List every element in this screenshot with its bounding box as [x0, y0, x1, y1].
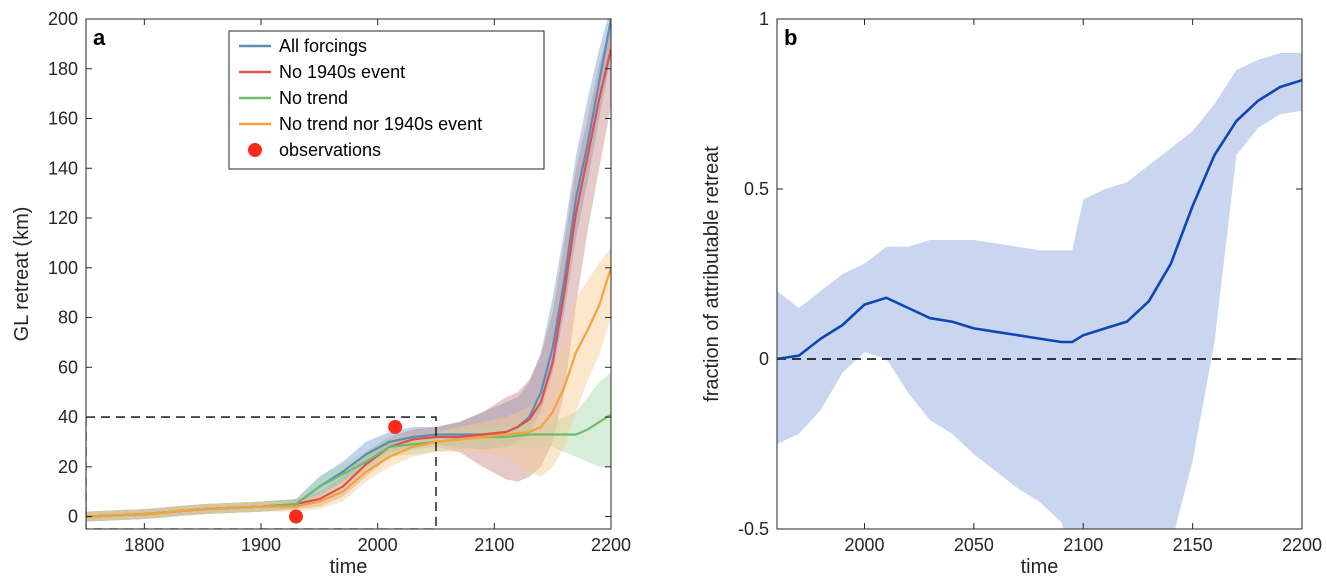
axes-frame: [85, 18, 612, 530]
panel-label: a: [93, 25, 106, 50]
x-tick-label: 2000: [844, 535, 884, 555]
y-tick-label: 0: [759, 349, 769, 369]
chart-panel-a: 1800 1900 2000 2100 2200 0 20 40 60 80 100 120 140 16…: [11, 9, 631, 578]
y-tick-label: 100: [48, 258, 78, 278]
legend-label: No trend: [279, 88, 348, 108]
legend-label: No 1940s event: [279, 62, 405, 82]
y-tick-label: 140: [48, 158, 78, 178]
legend-label: No trend nor 1940s event: [279, 114, 482, 134]
chart-panel-b: 2000 2050 2100 2150 2200 -0.5 0 0.5 1 time fractio…: [701, 9, 1322, 578]
y-axis-label: GL retreat (km): [11, 207, 33, 342]
x-tick-label: 2000: [358, 535, 398, 555]
plot-area: [86, 19, 611, 529]
y-tick-label: 20: [58, 457, 78, 477]
legend-label: observations: [279, 140, 381, 160]
panel-label: b: [784, 25, 797, 50]
x-axis-label: time: [1021, 556, 1059, 578]
x-tick-label: 2150: [1173, 535, 1213, 555]
legend-label: All forcings: [279, 36, 367, 56]
legend-box: [228, 30, 545, 170]
y-tick-label: 180: [48, 59, 78, 79]
y-tick-label: 60: [58, 357, 78, 377]
series-line-4: [86, 267, 611, 518]
x-tick-label: 2200: [1282, 535, 1322, 555]
uncertainty-band-3: [86, 372, 611, 522]
x-tick-label: 2050: [954, 535, 994, 555]
legend-swatch: [248, 143, 262, 157]
x-tick-label: 1900: [241, 535, 281, 555]
observation-point: [289, 509, 303, 524]
y-tick-label: -0.5: [738, 519, 769, 539]
plot-area: [777, 53, 1302, 529]
axes-frame: [776, 18, 1303, 530]
legend: All forcings No 1940s event No trend No tre…: [228, 30, 545, 170]
x-axis-label: time: [330, 556, 368, 578]
y-tick-label: 0.5: [744, 179, 769, 199]
uncertainty-band-1: [777, 53, 1302, 529]
y-tick-label: 40: [58, 407, 78, 427]
y-tick-label: 200: [48, 9, 78, 29]
series-line-1: [777, 78, 1302, 361]
y-tick-label: 0: [68, 507, 78, 527]
y-axis-label: fraction of attributable retreat: [701, 146, 723, 402]
y-tick-label: 160: [48, 109, 78, 129]
x-tick-label: 1800: [124, 535, 164, 555]
y-tick-label: 80: [58, 308, 78, 328]
y-tick-label: 120: [48, 208, 78, 228]
x-tick-label: 2100: [1063, 535, 1103, 555]
x-tick-label: 2200: [591, 535, 631, 555]
observation-point: [388, 420, 403, 434]
y-tick-label: 1: [759, 9, 769, 29]
x-tick-label: 2100: [474, 535, 514, 555]
